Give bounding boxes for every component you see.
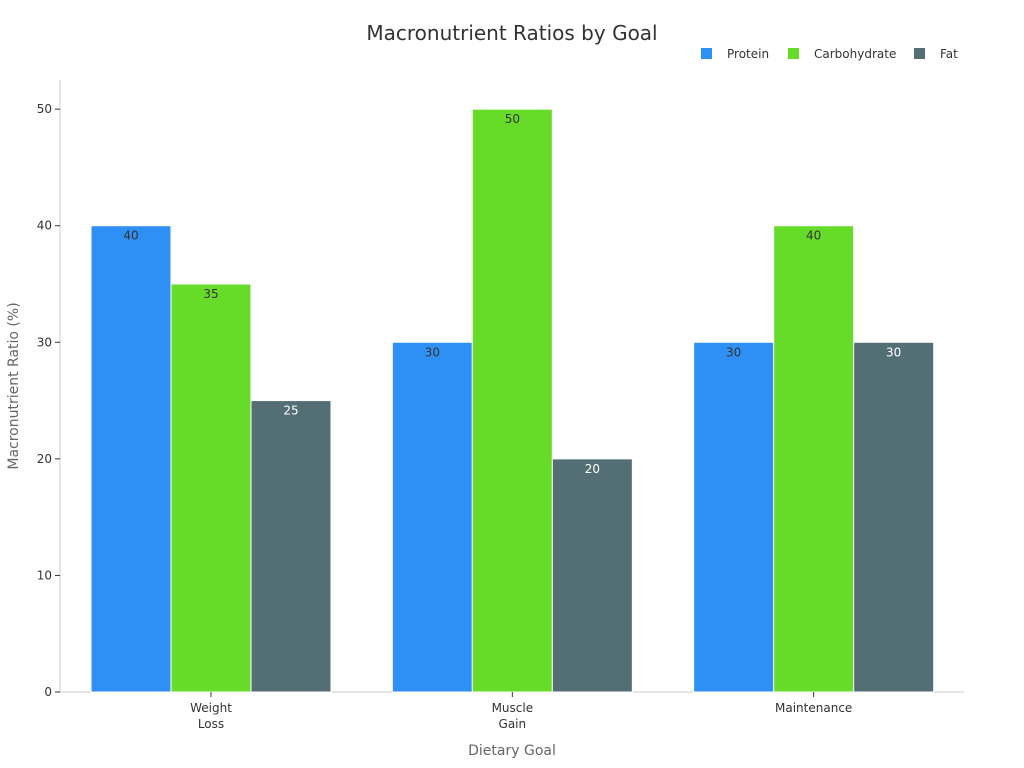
bar-value-label: 30 xyxy=(726,345,741,359)
bar-value-label: 20 xyxy=(585,462,600,476)
bar-labels: 40 35 25 30 50 20 30 40 30 xyxy=(123,112,901,476)
bar-protein xyxy=(391,341,473,693)
legend-label-carbohydrate: Carbohydrate xyxy=(814,47,896,61)
bar-fat xyxy=(551,458,633,693)
legend-label-fat: Fat xyxy=(940,47,958,61)
bar-value-label: 50 xyxy=(505,112,520,126)
y-ticks: 0 10 20 30 40 50 xyxy=(37,102,60,699)
legend: Protein Carbohydrate Fat xyxy=(701,47,958,61)
y-tick-label: 40 xyxy=(37,219,52,233)
bar-fat xyxy=(250,400,332,693)
bar-protein xyxy=(90,225,172,693)
x-tick-label: Weight Loss xyxy=(190,701,232,731)
bar-carbohydrate xyxy=(773,225,855,693)
chart-title: Macronutrient Ratios by Goal xyxy=(366,21,657,45)
bar-value-label: 40 xyxy=(123,229,138,243)
x-ticks: Weight Loss Muscle Gain Maintenance xyxy=(190,692,852,731)
bar-value-label: 40 xyxy=(806,229,821,243)
x-tick-label: Maintenance xyxy=(775,701,852,715)
bar-value-label: 30 xyxy=(425,345,440,359)
bar-value-label: 25 xyxy=(283,404,298,418)
legend-swatch-protein xyxy=(701,48,712,59)
y-axis-title: Macronutrient Ratio (%) xyxy=(6,302,22,469)
legend-swatch-fat xyxy=(914,48,925,59)
bar-protein xyxy=(693,341,775,693)
y-tick-label: 10 xyxy=(37,568,52,582)
bar-carbohydrate xyxy=(471,108,553,693)
x-axis-title: Dietary Goal xyxy=(468,743,556,759)
bar-fat xyxy=(853,341,935,693)
y-tick-label: 50 xyxy=(37,102,52,116)
legend-label-protein: Protein xyxy=(727,47,769,61)
y-tick-label: 30 xyxy=(37,335,52,349)
bar-value-label: 30 xyxy=(886,345,901,359)
legend-swatch-carbohydrate xyxy=(788,48,799,59)
bar-carbohydrate xyxy=(170,283,252,693)
bars xyxy=(90,108,935,693)
x-tick-label: Muscle Gain xyxy=(492,701,534,731)
y-tick-label: 20 xyxy=(37,452,52,466)
y-tick-label: 0 xyxy=(44,685,52,699)
bar-value-label: 35 xyxy=(203,287,218,301)
